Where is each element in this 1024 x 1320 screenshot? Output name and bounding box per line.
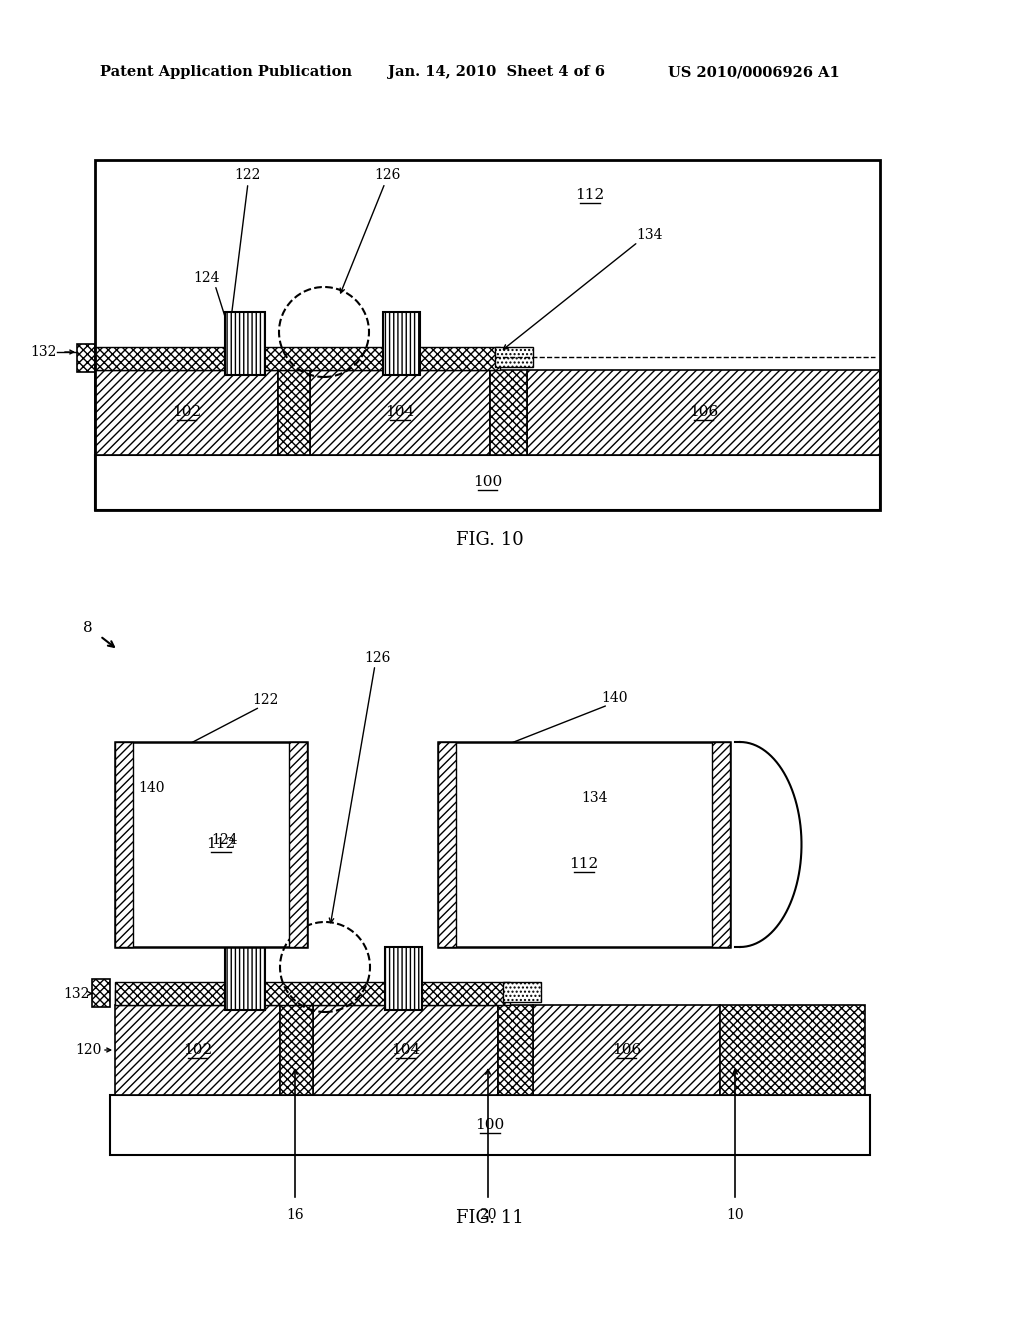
Bar [225, 946, 265, 1010]
Bar [498, 1005, 534, 1096]
Text: 100: 100 [475, 1118, 505, 1133]
Bar [95, 370, 278, 455]
Text: 102: 102 [172, 405, 201, 420]
Text: 104: 104 [385, 405, 415, 420]
Text: FIG. 11: FIG. 11 [456, 1209, 524, 1228]
Text: 20: 20 [479, 1208, 497, 1222]
Text: Jan. 14, 2010  Sheet 4 of 6: Jan. 14, 2010 Sheet 4 of 6 [388, 65, 605, 79]
Text: 134: 134 [637, 228, 664, 242]
Bar [289, 742, 307, 946]
Text: 106: 106 [612, 1043, 641, 1057]
Text: 122: 122 [252, 693, 279, 708]
Text: 120: 120 [76, 1043, 102, 1057]
Text: 140: 140 [602, 690, 629, 705]
Bar [92, 979, 110, 1007]
Text: 100: 100 [473, 475, 502, 490]
Text: 122: 122 [234, 168, 261, 182]
Bar [383, 312, 420, 375]
Bar [115, 1005, 280, 1096]
Bar [490, 370, 527, 455]
Bar [95, 355, 495, 370]
Text: Patent Application Publication: Patent Application Publication [100, 65, 352, 79]
Bar [280, 1005, 313, 1096]
Text: 10: 10 [726, 1208, 743, 1222]
Text: 106: 106 [689, 405, 718, 420]
Text: 102: 102 [183, 1043, 212, 1057]
Bar [313, 1005, 498, 1096]
Bar [503, 982, 541, 1002]
Bar [115, 742, 133, 946]
Bar [310, 370, 490, 455]
Bar [278, 370, 310, 455]
Text: FIG. 10: FIG. 10 [456, 531, 524, 549]
Text: 112: 112 [569, 858, 599, 871]
Bar [95, 347, 500, 370]
Text: 16: 16 [286, 1208, 304, 1222]
Bar [95, 160, 880, 510]
Bar [115, 982, 510, 1005]
Text: 132: 132 [31, 345, 57, 359]
Bar [712, 742, 730, 946]
Bar [77, 345, 95, 372]
Text: 104: 104 [391, 1043, 420, 1057]
Text: 132: 132 [63, 986, 90, 1001]
Text: 112: 112 [207, 837, 236, 851]
Bar [495, 347, 534, 367]
Text: 126: 126 [365, 651, 391, 665]
Text: US 2010/0006926 A1: US 2010/0006926 A1 [668, 65, 840, 79]
Bar [95, 455, 880, 510]
Bar [438, 742, 730, 946]
Bar [720, 1005, 865, 1096]
Bar [115, 742, 307, 946]
Bar [385, 946, 422, 1010]
Text: 8: 8 [83, 620, 93, 635]
Bar [527, 370, 880, 455]
Text: 124: 124 [194, 271, 220, 285]
Text: 124: 124 [212, 833, 239, 847]
Bar [534, 1005, 720, 1096]
Text: 134: 134 [582, 791, 608, 805]
Text: 112: 112 [575, 187, 604, 202]
Bar [225, 312, 265, 375]
Text: 140: 140 [138, 781, 165, 795]
Bar [115, 990, 503, 1005]
Text: 126: 126 [375, 168, 401, 182]
Bar [438, 742, 456, 946]
Bar [110, 1096, 870, 1155]
